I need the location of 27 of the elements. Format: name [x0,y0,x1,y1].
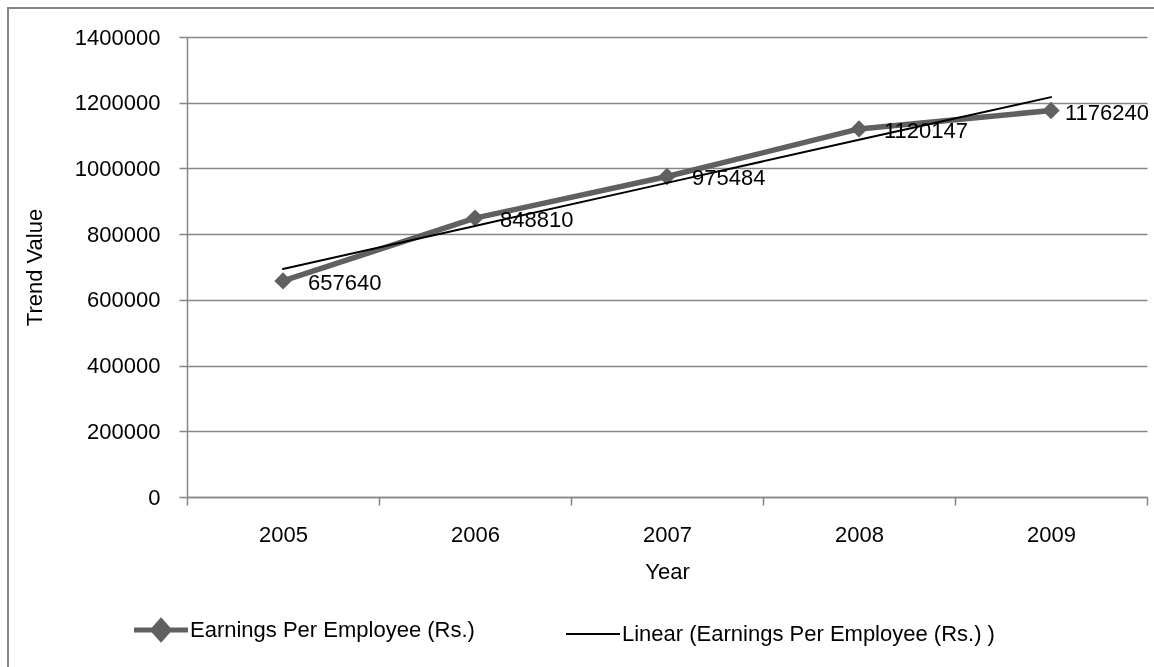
y-tick-label: 200000 [87,418,161,444]
x-tick-label: 2007 [643,521,692,547]
point [658,167,676,186]
x-tick-label: 2005 [259,521,308,547]
y-tick-label: 1400000 [74,24,161,50]
point [466,209,484,227]
point [274,272,292,290]
legend-label: Earnings Per Employee (Rs.) [190,617,475,642]
point [850,120,868,138]
y-tick-label: 400000 [87,353,161,379]
data-label: 657640 [308,269,382,295]
x-axis-title: Year [645,558,690,584]
legend-label: Linear (Earnings Per Employee (Rs.) ) [622,621,995,646]
data-label: 848810 [500,207,574,233]
point [1042,101,1060,120]
y-tick-label: 600000 [87,287,161,313]
y-tick-label: 0 [148,484,161,510]
y-tick-label: 1200000 [74,90,161,116]
data-label: 1120147 [884,117,969,143]
data-label: 1176240 [1065,99,1150,125]
data-label: 975484 [692,165,766,191]
y-tick-label: 1000000 [74,155,161,181]
x-tick-label: 2006 [451,521,500,547]
x-tick-label: 2009 [1027,521,1076,547]
y-axis-title: Trend Value [21,208,47,327]
x-tick-label: 2008 [835,521,884,547]
y-tick-label: 800000 [87,221,161,247]
